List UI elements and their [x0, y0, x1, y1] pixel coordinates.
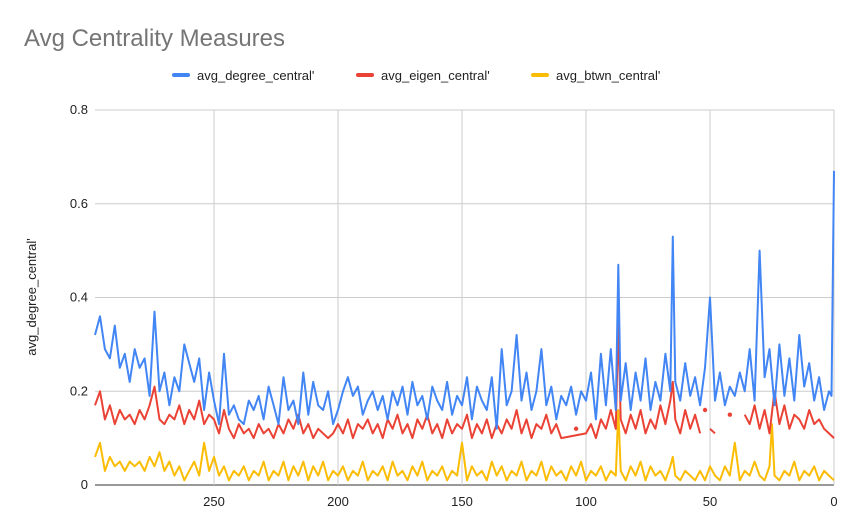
- y-tick-label: 0.4: [70, 290, 88, 305]
- x-tick-label: 200: [327, 494, 349, 509]
- x-tick-label: 100: [575, 494, 597, 509]
- legend-label: avg_degree_central': [197, 68, 314, 83]
- y-tick-label: 0.8: [70, 102, 88, 117]
- chart-title: Avg Centrality Measures: [24, 25, 285, 52]
- x-tick-label: 50: [703, 494, 717, 509]
- x-tick-label: 150: [451, 494, 473, 509]
- series-layer: [94, 170, 835, 482]
- axes: 0 0.2 0.4 0.6 0.8 250 200 150 100 50 0: [70, 102, 838, 509]
- y-tick-label: 0: [81, 477, 88, 492]
- y-axis-title: avg_degree_central': [24, 238, 39, 355]
- x-tick-label: 250: [203, 494, 225, 509]
- legend-item[interactable]: avg_eigen_central': [356, 68, 490, 83]
- data-point: [727, 412, 733, 417]
- legend-item[interactable]: avg_btwn_central': [531, 68, 660, 83]
- y-tick-label: 0.2: [70, 383, 88, 398]
- series-line-segment: [709, 428, 716, 435]
- legend-label: avg_btwn_central': [556, 68, 660, 83]
- data-point: [702, 407, 708, 413]
- series-line-segment: [743, 390, 835, 439]
- series-line: [94, 409, 835, 482]
- y-tick-label: 0.6: [70, 196, 88, 211]
- series-avg-eigen-central: [94, 319, 835, 440]
- series-avg-btwn-central: [94, 409, 835, 482]
- series-line: [94, 170, 835, 430]
- x-tick-label: 0: [830, 494, 837, 509]
- legend-label: avg_eigen_central': [381, 68, 490, 83]
- series-line: [94, 319, 702, 440]
- legend: avg_degree_central' avg_eigen_central' avg…: [172, 68, 660, 83]
- series-avg-degree-central: [94, 170, 835, 430]
- legend-item[interactable]: avg_degree_central': [172, 68, 314, 83]
- data-point: [573, 426, 579, 431]
